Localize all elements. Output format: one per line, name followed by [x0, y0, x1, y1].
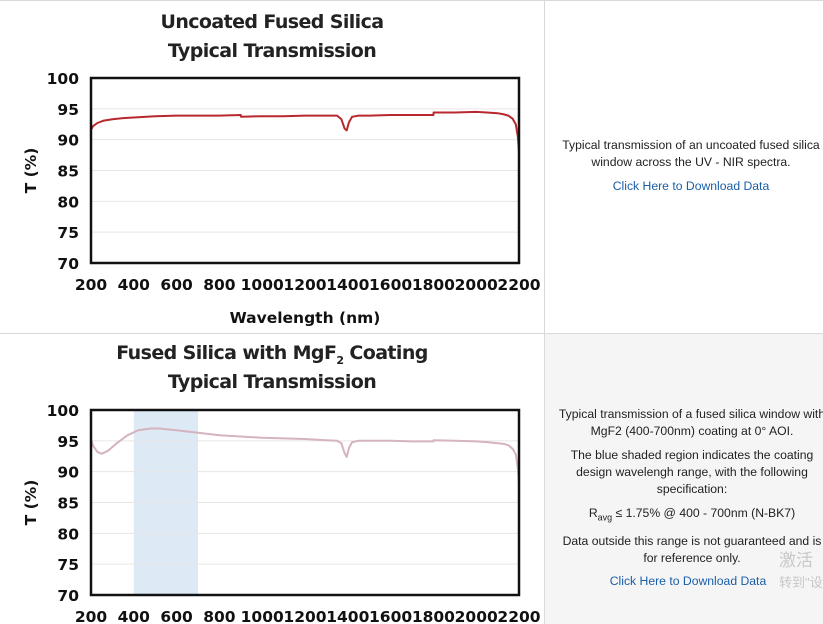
- x-tick-label: 1000: [241, 608, 284, 624]
- x-tick-label: 1600: [369, 608, 412, 624]
- x-tick-label: 600: [160, 608, 193, 624]
- coating-specification: Ravg ≤ 1.75% @ 400 - 700nm (N-BK7): [588, 506, 796, 523]
- download-data-link[interactable]: Click Here to Download Data: [612, 179, 770, 193]
- activation-watermark-line1: 激活: [779, 551, 813, 570]
- y-tick-label: 80: [57, 193, 79, 211]
- x-axis-label: Wavelength (nm): [230, 309, 381, 327]
- x-tick-label: 800: [203, 608, 236, 624]
- x-tick-label: 1800: [412, 608, 455, 624]
- x-tick-label: 1800: [412, 276, 455, 294]
- y-tick-label: 75: [57, 556, 79, 574]
- chart-title-line1: Fused Silica with MgF2 Coating: [116, 342, 428, 367]
- x-tick-label: 200: [75, 276, 108, 294]
- product-row-mgf2: Fused Silica with MgF2 Coating Typical T…: [0, 333, 823, 624]
- download-data-link[interactable]: Click Here to Download Data: [609, 574, 767, 589]
- y-tick-label: 85: [57, 495, 79, 513]
- reference-disclaimer: Data outside this range is not guarantee…: [562, 534, 822, 566]
- plot-frame: [89, 408, 521, 597]
- chart-title-line1: Uncoated Fused Silica: [160, 11, 385, 33]
- y-axis-label: T (%): [22, 148, 40, 194]
- y-tick-label: 80: [57, 525, 79, 543]
- x-tick-label: 600: [160, 276, 193, 294]
- chart-title-line2: Typical Transmission: [167, 40, 377, 62]
- x-tick-label: 1200: [283, 276, 326, 294]
- y-axis-label: T (%): [22, 480, 40, 526]
- product-row-uncoated: Uncoated Fused Silica Typical Transmissi…: [0, 0, 823, 333]
- y-tick-label: 90: [57, 464, 79, 482]
- y-tick-label: 90: [57, 132, 79, 150]
- y-tick-label: 95: [57, 433, 79, 451]
- x-tick-label: 200: [75, 608, 108, 624]
- x-tick-label: 1600: [369, 276, 412, 294]
- info-cell-uncoated: Typical transmission of an uncoated fuse…: [545, 1, 823, 333]
- chart-cell-uncoated: Uncoated Fused Silica Typical Transmissi…: [0, 1, 545, 333]
- series-line-0: [90, 110, 520, 153]
- y-tick-label: 100: [47, 402, 80, 420]
- x-tick-label: 1400: [326, 608, 369, 624]
- x-tick-label: 1200: [283, 608, 326, 624]
- y-tick-label: 95: [57, 101, 79, 119]
- x-tick-label: 2200: [497, 276, 540, 294]
- info-cell-mgf2: Typical transmission of a fused silica w…: [545, 334, 823, 624]
- chart-cell-mgf2: Fused Silica with MgF2 Coating Typical T…: [0, 334, 545, 624]
- y-tick-label: 100: [47, 70, 80, 88]
- x-tick-label: 2000: [455, 608, 498, 624]
- chart-title-line2: Typical Transmission: [167, 371, 377, 393]
- series-line-0: [90, 427, 520, 485]
- plot-frame: [89, 76, 521, 265]
- y-tick-label: 70: [57, 255, 79, 273]
- shaded-region-note: The blue shaded region indicates the coa…: [570, 448, 814, 496]
- y-tick-label: 75: [57, 224, 79, 242]
- x-tick-label: 400: [118, 276, 151, 294]
- x-tick-label: 400: [118, 608, 151, 624]
- x-tick-label: 1000: [241, 276, 284, 294]
- y-tick-label: 70: [57, 587, 79, 605]
- x-tick-label: 800: [203, 276, 236, 294]
- y-tick-label: 85: [57, 163, 79, 181]
- x-tick-label: 1400: [326, 276, 369, 294]
- chart-description: Typical transmission of a fused silica w…: [558, 407, 823, 438]
- x-tick-label: 2000: [455, 276, 498, 294]
- activation-watermark-line2: 转到"设: [779, 575, 823, 590]
- chart-description: Typical transmission of an uncoated fuse…: [562, 138, 820, 169]
- x-tick-label: 2200: [497, 608, 540, 624]
